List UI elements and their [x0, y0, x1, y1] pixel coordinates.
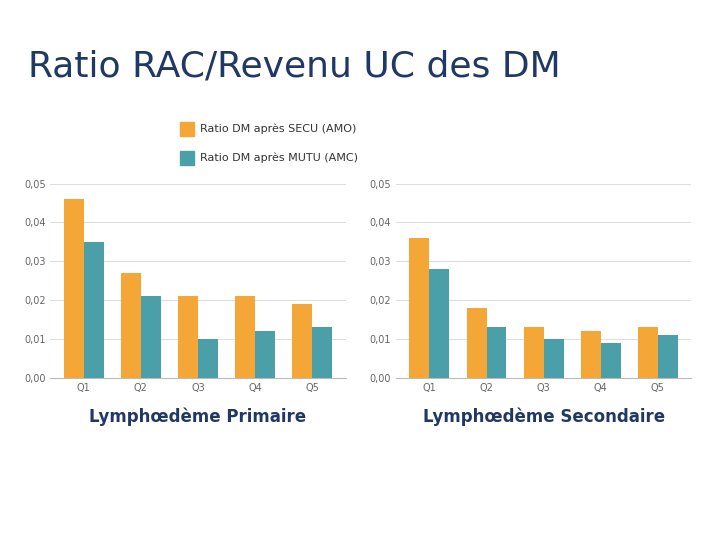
Bar: [180, 151, 194, 165]
Text: Lymphœdème Secondaire: Lymphœdème Secondaire: [423, 408, 665, 426]
Text: Ratio DM après MUTU (AMC): Ratio DM après MUTU (AMC): [200, 153, 358, 163]
Bar: [487, 327, 506, 378]
Bar: [581, 332, 600, 378]
Text: 19: 19: [681, 9, 702, 24]
Bar: [638, 327, 658, 378]
Bar: [121, 273, 141, 378]
Bar: [64, 199, 84, 378]
Text: Lymphœdème Primaire: Lymphœdème Primaire: [89, 408, 307, 426]
Bar: [410, 238, 429, 378]
Bar: [255, 332, 275, 378]
Bar: [84, 242, 104, 378]
Bar: [198, 339, 218, 378]
Bar: [600, 343, 621, 378]
Bar: [235, 296, 255, 378]
Bar: [467, 308, 487, 378]
Bar: [180, 122, 194, 136]
Text: Ratio RAC/Revenu UC des DM: Ratio RAC/Revenu UC des DM: [28, 50, 561, 83]
Bar: [312, 327, 332, 378]
Bar: [429, 269, 449, 378]
Bar: [544, 339, 564, 378]
Bar: [178, 296, 198, 378]
Bar: [292, 304, 312, 378]
Bar: [523, 327, 544, 378]
Text: Ratio DM après SECU (AMO): Ratio DM après SECU (AMO): [200, 124, 356, 134]
Bar: [658, 335, 678, 378]
Bar: [141, 296, 161, 378]
